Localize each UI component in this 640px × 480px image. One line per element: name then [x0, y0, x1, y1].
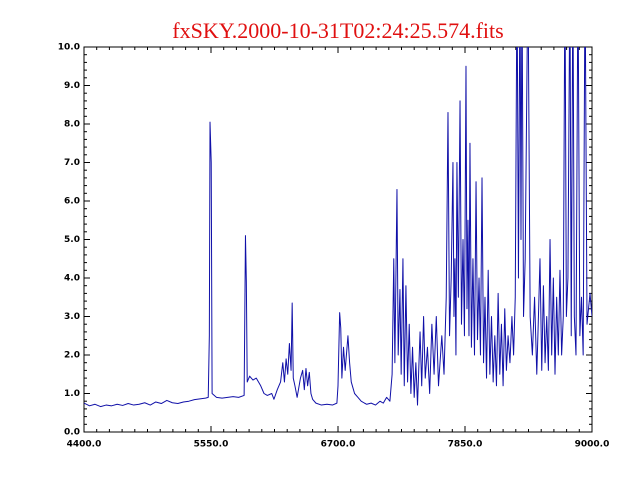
y-tick-label: 0.0 — [64, 428, 80, 438]
y-tick-label: 2.0 — [64, 351, 80, 361]
y-tick-label: 3.0 — [64, 312, 80, 322]
y-tick-label: 4.0 — [64, 274, 80, 284]
spectrum-line — [84, 47, 592, 408]
y-tick-label: 7.0 — [64, 158, 80, 168]
chart-title: fxSKY.2000-10-31T02:24:25.574.fits — [172, 18, 503, 43]
y-tick-label: 8.0 — [64, 120, 80, 130]
x-tick-label: 5550.0 — [194, 440, 229, 450]
y-tick-label: 5.0 — [64, 235, 80, 245]
y-tick-label: 10.0 — [58, 43, 80, 53]
x-tick-label: 4400.0 — [67, 440, 102, 450]
x-tick-label: 6700.0 — [321, 440, 356, 450]
y-tick-label: 6.0 — [64, 197, 80, 207]
x-tick-label: 7850.0 — [448, 440, 483, 450]
y-tick-label: 9.0 — [64, 81, 80, 91]
y-tick-label: 1.0 — [64, 389, 80, 399]
x-tick-label: 9000.0 — [575, 440, 610, 450]
